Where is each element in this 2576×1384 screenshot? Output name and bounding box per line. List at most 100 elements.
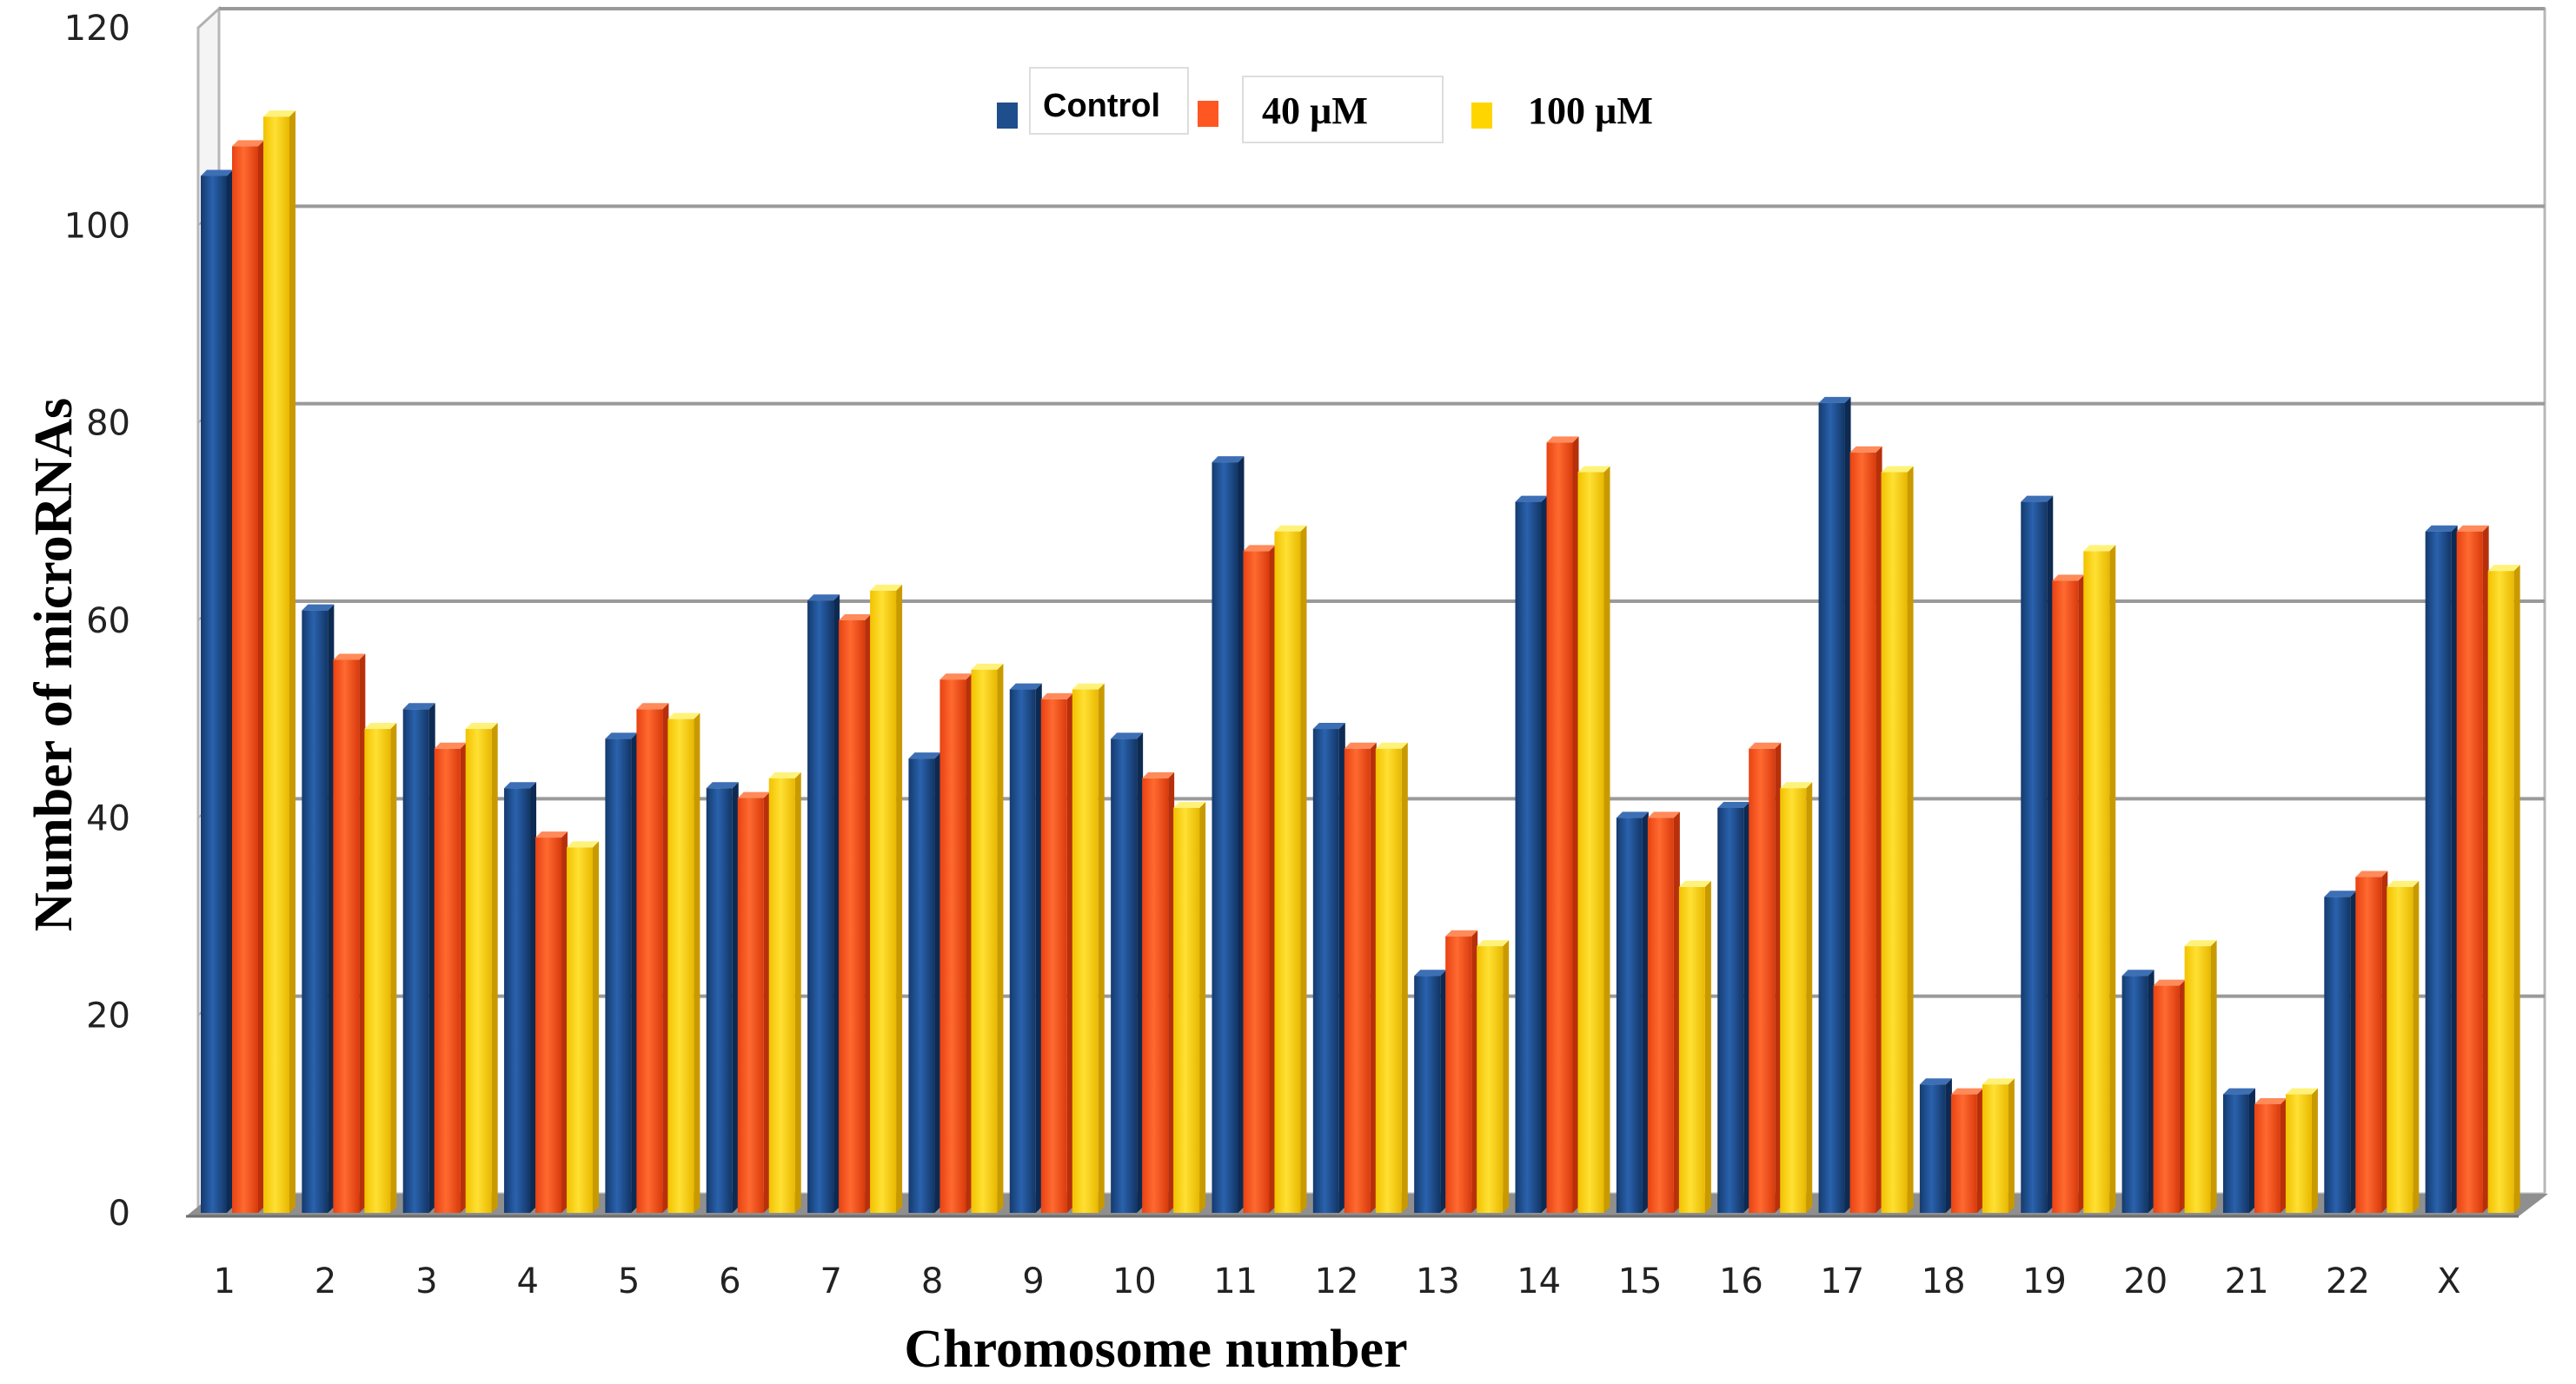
bar-100m-16 [1780,788,1807,1213]
bar-side-control-22 [2350,891,2357,1213]
bar-top-40m-14 [1546,436,1579,443]
bar-100m-22 [2387,886,2413,1213]
bar-top-100m-1 [263,110,295,117]
bar-side-40m-X [2482,525,2489,1213]
bar-100m-9 [1072,689,1099,1213]
bar-top-control-12 [1312,723,1345,730]
bar-top-100m-18 [1982,1078,2015,1085]
bar-top-100m-6 [768,771,801,778]
legend-box-100uM [1512,73,1777,148]
bar-side-40m-3 [460,742,467,1213]
bar-control-12 [1312,729,1339,1213]
bar-top-100m-8 [971,663,1004,670]
legend-box-40uM [1242,76,1444,143]
bar-side-40m-19 [2078,574,2085,1213]
bar-100m-15 [1678,886,1705,1213]
bar-top-100m-19 [2083,545,2116,552]
bar-top-100m-7 [870,584,903,591]
bar-top-control-6 [706,782,739,789]
bar-top-control-17 [1818,396,1851,403]
bar-side-100m-19 [2109,545,2116,1213]
bar-side-control-1 [227,169,233,1213]
bar-100m-3 [465,729,492,1213]
bar-top-100m-16 [1780,782,1813,789]
bar-side-100m-14 [1603,466,1610,1213]
y-tick-label: 60 [86,601,130,641]
bar-side-control-14 [1541,495,1548,1213]
bar-control-16 [1717,807,1744,1213]
bar-side-40m-4 [561,831,568,1213]
bar-top-40m-20 [2153,979,2186,986]
bar-control-9 [1009,689,1036,1213]
bar-control-1 [201,175,227,1213]
bar-side-100m-15 [1704,880,1711,1213]
bar-side-control-5 [631,732,638,1213]
bar-40m-17 [1849,452,1876,1213]
bar-top-100m-2 [364,723,397,730]
x-tick-label: 5 [618,1261,640,1301]
bar-control-7 [807,600,834,1213]
x-tick-label: 10 [1112,1261,1157,1301]
bar-top-40m-10 [1142,771,1175,778]
bar-top-40m-17 [1849,446,1882,453]
bar-side-100m-10 [1199,801,1206,1213]
bar-side-40m-11 [1269,545,1276,1213]
bar-side-100m-22 [2413,880,2420,1213]
y-tick-label: 40 [86,798,130,838]
bar-top-100m-20 [2184,940,2217,947]
bar-top-40m-7 [839,614,872,620]
bar-40m-13 [1445,936,1472,1213]
bar-control-14 [1515,501,1542,1213]
y-tick-label: 0 [109,1194,130,1234]
x-tick-label: 12 [1315,1261,1359,1301]
bar-100m-19 [2083,551,2110,1213]
bar-top-100m-15 [1678,880,1711,887]
bar-top-control-13 [1414,970,1447,977]
bar-100m-12 [1375,748,1402,1213]
bar-control-11 [1212,462,1238,1213]
bar-40m-21 [2254,1103,2281,1213]
bar-control-X [2425,531,2452,1213]
bar-side-control-3 [428,703,435,1213]
bar-top-100m-4 [567,841,600,848]
bar-side-40m-21 [2280,1097,2287,1213]
x-tick-label: 14 [1517,1261,1561,1301]
bar-top-100m-12 [1375,742,1408,749]
bar-side-control-18 [1945,1078,1952,1213]
bar-top-control-21 [2222,1088,2255,1095]
bar-side-100m-21 [2311,1088,2318,1213]
bar-top-40m-3 [434,742,467,749]
bar-top-40m-4 [535,831,568,838]
bar-100m-20 [2184,946,2211,1213]
y-tick-label: 80 [86,404,130,444]
bar-40m-16 [1749,748,1776,1213]
bar-top-40m-13 [1445,930,1478,937]
bar-side-100m-16 [1806,782,1813,1213]
bar-top-40m-12 [1344,742,1377,749]
bar-side-40m-9 [1066,692,1073,1213]
x-axis-title: Chromosome number [904,1320,1407,1379]
bar-top-control-1 [201,169,233,176]
bar-40m-X [2456,531,2483,1213]
bar-top-100m-10 [1173,801,1206,808]
bar-top-control-8 [908,752,941,759]
bar-top-40m-X [2456,525,2489,532]
x-tick-label: 15 [1618,1261,1663,1301]
bar-side-control-8 [934,752,941,1213]
bar-top-40m-21 [2254,1097,2287,1104]
x-tick-label: 8 [921,1261,943,1301]
bar-top-control-16 [1717,801,1750,808]
x-tick-label: 3 [415,1261,437,1301]
bar-side-100m-2 [390,723,397,1213]
bar-side-100m-8 [997,663,1004,1213]
bar-side-100m-13 [1503,940,1510,1213]
y-axis-title: Number of microRNAs [24,398,83,931]
bar-control-22 [2324,897,2351,1213]
bar-side-control-6 [732,782,739,1213]
bar-100m-17 [1881,472,1908,1213]
bar-top-control-4 [504,782,537,789]
y-axis-ticks: 0 20 40 60 80 100 120 [64,9,130,1234]
bar-side-40m-20 [2179,979,2186,1213]
bar-side-40m-5 [662,703,669,1213]
bar-40m-15 [1647,818,1674,1213]
